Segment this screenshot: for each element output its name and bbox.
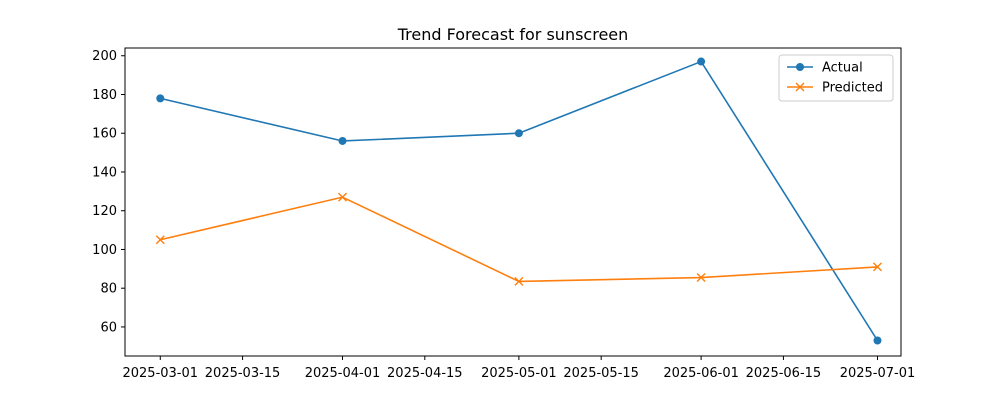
x-tick-label: 2025-04-01: [305, 366, 381, 381]
data-point-predicted: [514, 276, 524, 286]
x-tick-label: 2025-07-01: [840, 366, 916, 381]
chart-title: Trend Forecast for sunscreen: [397, 25, 629, 44]
legend-marker-predicted: [795, 82, 805, 92]
data-point-actual: [338, 136, 347, 145]
x-tick-label: 2025-05-15: [563, 366, 639, 381]
plot-frame: [124, 47, 902, 357]
data-point-actual: [873, 336, 882, 345]
y-tick-label: 100: [92, 243, 117, 258]
data-point-predicted: [338, 192, 348, 202]
x-tick-label: 2025-03-01: [122, 366, 198, 381]
data-point-predicted: [872, 262, 882, 272]
legend-label-predicted: Predicted: [822, 81, 883, 96]
x-tick-label: 2025-04-15: [387, 366, 463, 381]
data-point-predicted: [696, 273, 706, 283]
x-tick-label: 2025-06-01: [663, 366, 739, 381]
x-tick-label: 2025-03-15: [205, 366, 281, 381]
legend-marker-actual: [796, 63, 804, 71]
legend-label-actual: Actual: [822, 61, 863, 76]
legend: Actual Predicted: [778, 54, 894, 102]
data-point-actual: [514, 129, 523, 138]
data-point-actual: [697, 57, 706, 66]
y-tick-label: 140: [92, 165, 117, 180]
y-tick-label: 200: [92, 49, 117, 64]
data-point-actual: [156, 94, 165, 103]
y-tick-label: 120: [92, 204, 117, 219]
data-point-predicted: [155, 235, 165, 245]
y-tick-label: 60: [100, 320, 117, 335]
y-tick-label: 160: [92, 127, 117, 142]
x-tick-label: 2025-05-01: [481, 366, 557, 381]
x-tick-label: 2025-06-15: [746, 366, 822, 381]
y-tick-label: 80: [100, 282, 117, 297]
y-tick-label: 180: [92, 88, 117, 103]
